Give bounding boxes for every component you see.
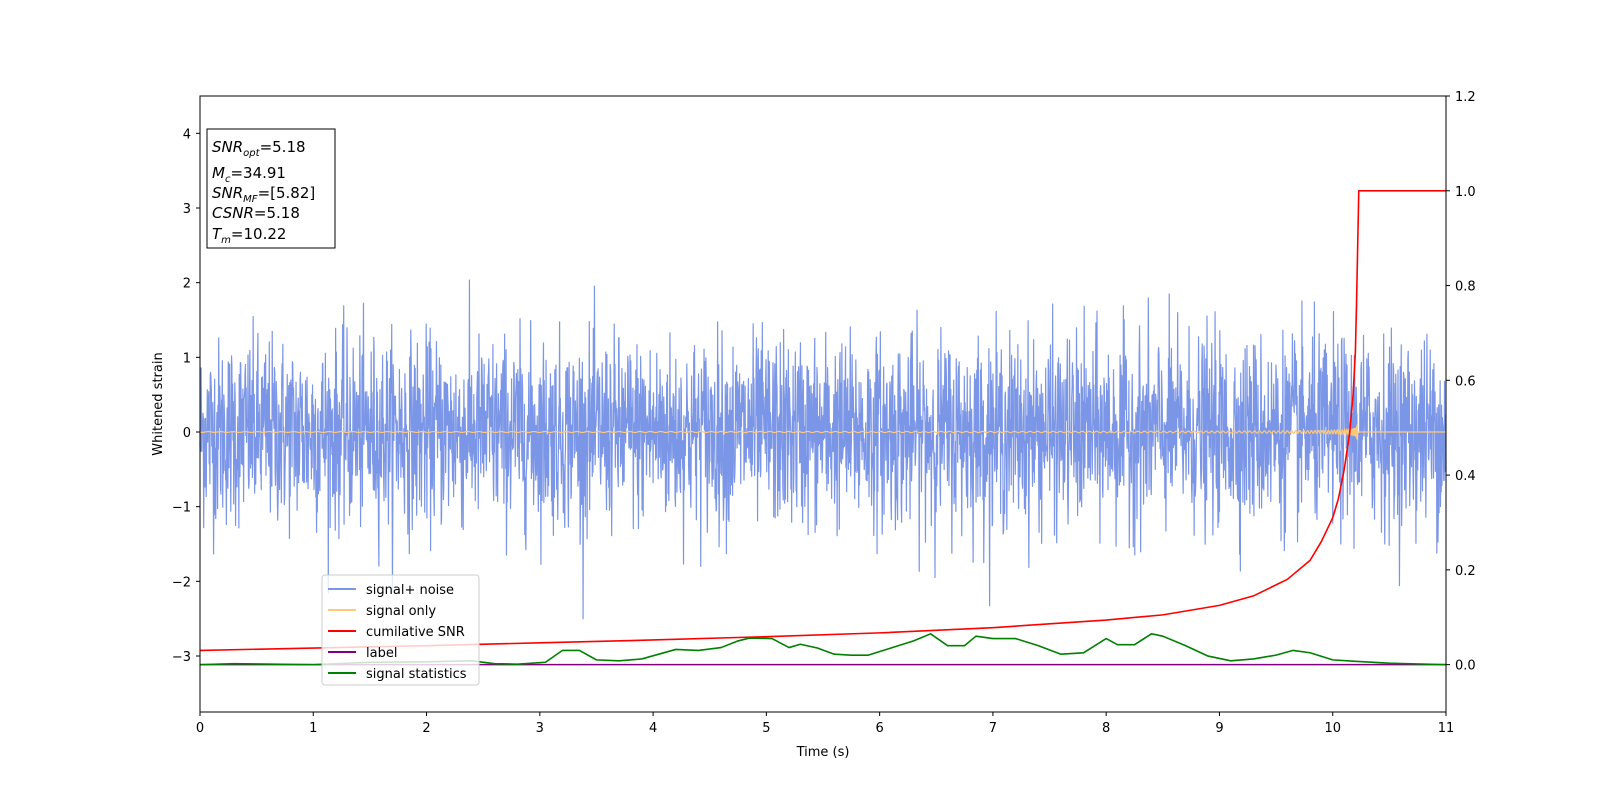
x-tick-label: 10 — [1324, 721, 1341, 736]
info-value: =5.18 — [254, 204, 300, 222]
x-tick-label: 8 — [1102, 721, 1110, 736]
info-subscript: MF — [243, 194, 258, 205]
info-symbol: T — [212, 225, 223, 243]
y-tick-label: 3 — [183, 202, 191, 217]
legend-frame — [321, 574, 480, 686]
legend-label-signal-statistics: signal statistics — [366, 667, 467, 682]
y-tick-label: 0 — [183, 426, 191, 441]
axes-ticks: 0 1 2 3 4 5 6 7 8 9 10 11 −3 −2 −1 0 1 2 3 4 0.0 0.2 0.4 0.6 0.8… — [172, 90, 1476, 736]
y-axis-label: Whitened strain — [151, 352, 166, 455]
y-tick-label: −2 — [172, 575, 191, 590]
legend-label-cumilative-snr: cumilative SNR — [366, 625, 465, 640]
series-signal-statistics — [199, 633, 1447, 666]
y2-tick-label: 1.2 — [1455, 90, 1476, 105]
x-tick-label: 11 — [1438, 721, 1455, 736]
info-symbol: SNR — [212, 184, 243, 202]
x-tick-label: 5 — [762, 721, 770, 736]
info-value: =5.18 — [260, 138, 306, 156]
info-box-frame — [206, 128, 336, 249]
x-tick-label: 4 — [649, 721, 657, 736]
info-line: SNRopt=5.18 — [212, 138, 306, 159]
info-line: Mc=34.91 — [212, 164, 286, 185]
x-tick-label: 9 — [1215, 721, 1223, 736]
y2-tick-label: 0.6 — [1455, 374, 1476, 389]
x-tick-label: 3 — [536, 721, 544, 736]
info-line: SNRMF=[5.82] — [212, 184, 315, 205]
info-subscript: m — [221, 235, 231, 246]
info-box: SNRopt=5.18Mc=34.91SNRMF=[5.82]CSNR=5.18… — [206, 128, 336, 249]
info-value: =10.22 — [231, 225, 287, 243]
info-symbol: SNR — [212, 138, 243, 156]
plot-frame — [199, 95, 1447, 713]
info-value: =[5.82] — [258, 184, 316, 202]
x-tick-label: 7 — [989, 721, 997, 736]
legend: signal+ noise signal only cumilative SNR la… — [321, 574, 480, 686]
series-cumilative-snr — [199, 189, 1446, 652]
x-tick-label: 6 — [875, 721, 883, 736]
legend-label-signal-noise: signal+ noise — [366, 583, 454, 598]
x-tick-label: 0 — [196, 721, 204, 736]
y-tick-label: 1 — [183, 351, 191, 366]
y-tick-label: −3 — [172, 650, 191, 665]
y2-tick-label: 1.0 — [1455, 185, 1476, 200]
series-signal-noise — [199, 279, 1447, 620]
legend-label-signal-only: signal only — [366, 604, 436, 619]
info-symbol: CSNR — [212, 204, 254, 222]
info-value: =34.91 — [230, 164, 286, 182]
x-axis-label: Time (s) — [796, 745, 850, 760]
legend-label-label: label — [366, 646, 397, 661]
y2-tick-label: 0.2 — [1455, 564, 1476, 579]
info-line: CSNR=5.18 — [212, 204, 300, 222]
info-subscript: c — [225, 174, 231, 185]
info-line: Tm=10.22 — [212, 225, 286, 246]
y-tick-label: 2 — [183, 277, 191, 292]
info-symbol: M — [212, 164, 225, 182]
x-tick-label: 1 — [309, 721, 317, 736]
y-tick-label: −1 — [172, 501, 191, 516]
info-subscript: opt — [243, 148, 260, 159]
y2-tick-label: 0.8 — [1455, 280, 1476, 295]
x-tick-label: 2 — [422, 721, 430, 736]
y2-tick-label: 0.4 — [1455, 469, 1476, 484]
y-tick-label: 4 — [183, 127, 191, 142]
y2-tick-label: 0.0 — [1455, 659, 1476, 674]
series-signal-only — [199, 424, 1446, 440]
